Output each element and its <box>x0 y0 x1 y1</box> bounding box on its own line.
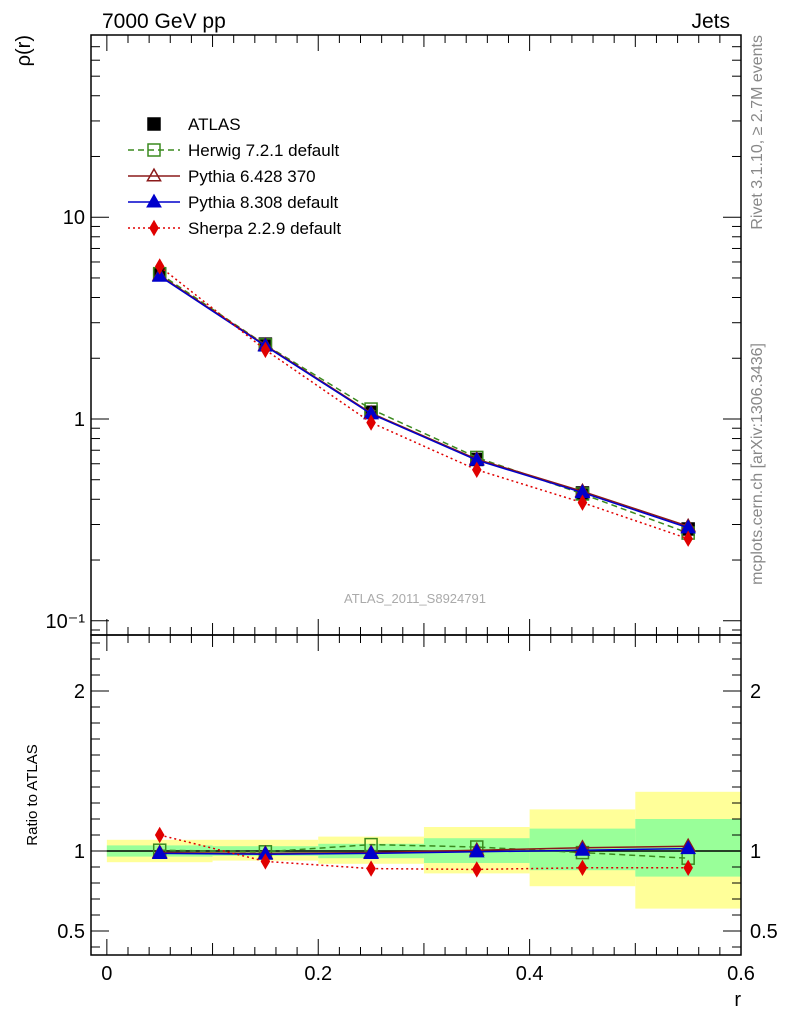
ratio-series-line <box>159 843 689 859</box>
analysis-watermark: ATLAS_2011_S8924791 <box>344 591 486 606</box>
legend-marker <box>146 167 162 182</box>
legend-marker <box>147 117 161 131</box>
data-point <box>471 461 482 478</box>
legend-marker <box>146 193 162 208</box>
ratio-data-point <box>683 859 693 876</box>
legend-label: Pythia 8.308 default <box>188 193 339 212</box>
ratio-data-point <box>574 841 591 856</box>
x-axis-label: r <box>734 989 741 1011</box>
legend-label: Sherpa 2.2.9 default <box>188 219 341 238</box>
mcplots-reference-label: mcplots.cern.ch [arXiv:1306.3436] <box>749 343 766 585</box>
x-tick-label: 0.6 <box>727 963 755 985</box>
ratio-data-point <box>577 859 588 876</box>
series-line <box>159 265 689 540</box>
data-point <box>151 267 168 282</box>
ratio-data-point <box>471 861 482 878</box>
series-4 <box>154 258 693 547</box>
rivet-version-label: Rivet 3.1.10, ≥ 2.7M events <box>749 35 766 230</box>
legend-item: ATLAS <box>147 115 241 134</box>
main-y-tick-label: 10 <box>63 207 85 229</box>
data-point <box>577 494 588 511</box>
series-line <box>159 275 689 529</box>
data-point <box>154 258 165 275</box>
ratio-y-tick-label-left: 1 <box>74 841 85 863</box>
ratio-data-point <box>680 840 697 855</box>
ratio-data-point <box>154 826 165 844</box>
ratio-y-tick-label-right: 1 <box>750 841 761 863</box>
legend: ATLAS Herwig 7.2.1 default Pythia 6.428 37… <box>128 115 341 238</box>
series-line <box>159 274 689 527</box>
ratio-data-point <box>468 843 485 858</box>
main-y-axis-label: ρ(r) <box>13 35 35 66</box>
legend-label: ATLAS <box>188 115 241 134</box>
x-tick-label: 0 <box>101 963 112 985</box>
series-1 <box>152 266 695 540</box>
ratio-series-line <box>159 847 689 855</box>
main-panel: 10 1 10⁻¹ ATLAS Herwig 7.2.1 default Pythia … <box>13 34 742 636</box>
ratio-series-3 <box>154 826 693 878</box>
ratio-data-point <box>366 860 376 877</box>
header-right: Jets <box>691 10 730 33</box>
ratio-y-axis-label: Ratio to ATLAS <box>24 744 41 845</box>
ratio-data-point <box>260 853 271 870</box>
header-left: 7000 GeV pp <box>102 10 226 33</box>
legend-label: Herwig 7.2.1 default <box>188 141 339 160</box>
legend-item: Pythia 8.308 default <box>128 193 339 212</box>
legend-item: Sherpa 2.2.9 default <box>128 219 341 238</box>
ratio-frame <box>90 634 742 956</box>
main-plot-area: 10 1 10⁻¹ <box>46 34 742 636</box>
ratio-y-tick-label-left: 2 <box>74 681 85 703</box>
data-point <box>260 341 271 359</box>
series-line <box>159 273 689 534</box>
main-y-tick-label: 10⁻¹ <box>46 611 86 633</box>
ratio-y-tick-label-right: 0.5 <box>750 921 778 943</box>
series-2 <box>151 266 697 532</box>
x-tick-label: 0.2 <box>304 963 332 985</box>
ratio-panel: 2 2 1 1 0.5 0.5 0 0.2 0.4 0.6 Ratio to ATLAS r <box>24 634 778 1011</box>
ratio-y-tick-label-right: 2 <box>750 681 761 703</box>
ratio-data-point <box>363 844 379 859</box>
legend-marker <box>147 143 161 157</box>
legend-item: Herwig 7.2.1 default <box>128 141 339 160</box>
data-point <box>683 530 693 547</box>
x-tick-label: 0.4 <box>516 963 544 985</box>
legend-item: Pythia 6.428 370 <box>128 167 316 186</box>
series-3 <box>151 267 697 534</box>
legend-label: Pythia 6.428 370 <box>188 167 316 186</box>
data-point <box>366 414 376 431</box>
main-y-tick-label: 1 <box>74 409 85 431</box>
ratio-data-point <box>151 844 168 859</box>
legend-marker <box>149 219 159 237</box>
ratio-plot-area: 2 2 1 1 0.5 0.5 0 0.2 0.4 0.6 <box>57 634 778 985</box>
ratio-y-tick-label-left: 0.5 <box>57 921 85 943</box>
ratio-series-line <box>159 845 689 855</box>
series-0 <box>152 267 695 536</box>
ratio-series-line <box>159 834 689 871</box>
